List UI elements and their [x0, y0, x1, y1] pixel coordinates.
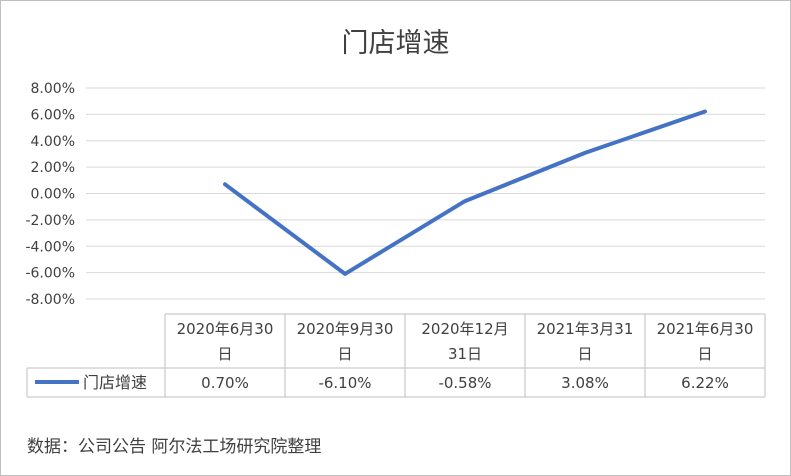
source-note: 数据：公司公告 阿尔法工场研究院整理	[27, 437, 322, 457]
y-tick-label: 0.00%	[31, 187, 75, 203]
y-tick-label: -8.00%	[25, 292, 75, 308]
x-category-label: 日	[217, 345, 232, 363]
table-value-cell: 3.08%	[561, 374, 609, 392]
x-category-label: 31日	[448, 345, 482, 363]
y-tick-label: 2.00%	[31, 160, 75, 176]
x-category-label: 2020年6月30	[177, 320, 274, 338]
x-category-label: 2020年12月	[421, 320, 508, 338]
x-category-label: 日	[577, 345, 592, 363]
y-tick-label: 6.00%	[31, 107, 75, 123]
x-category-label: 日	[697, 345, 712, 363]
table-value-cell: -0.58%	[438, 374, 491, 392]
table-value-cell: -6.10%	[318, 374, 371, 392]
y-tick-label: -2.00%	[25, 213, 75, 229]
y-tick-label: 4.00%	[31, 134, 75, 150]
y-tick-label: 8.00%	[31, 81, 75, 97]
y-tick-label: -4.00%	[25, 239, 75, 255]
legend-series-name: 门店增速	[83, 373, 147, 392]
chart-title: 门店增速	[341, 28, 450, 59]
table-value-cell: 6.22%	[681, 374, 729, 392]
table-value-cell: 0.70%	[201, 374, 249, 392]
x-category-label: 日	[337, 345, 352, 363]
x-category-label: 2021年6月30	[657, 320, 754, 338]
x-category-label: 2020年9月30	[297, 320, 394, 338]
series-line	[223, 109, 707, 276]
y-tick-label: -6.00%	[25, 266, 75, 282]
x-category-label: 2021年3月31	[537, 320, 634, 338]
